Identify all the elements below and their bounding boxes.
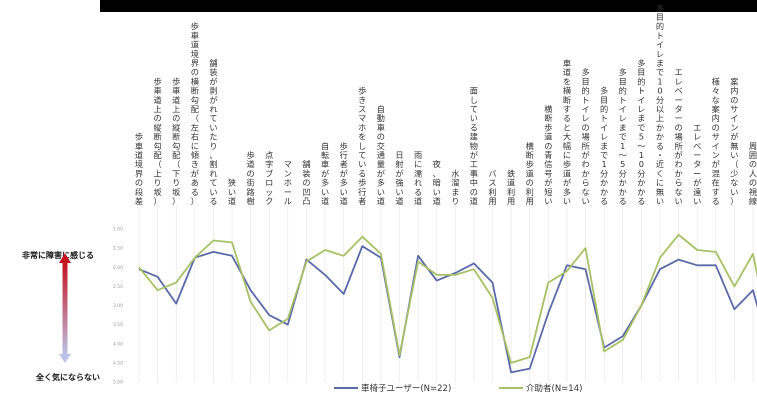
category-label-2: 歩車道上の縦断勾配（下り坂）: [172, 76, 180, 206]
category-label-3: 歩車道境界の横断勾配（左右に傾きがある）: [191, 21, 199, 206]
y-tick-label: 1.50: [113, 246, 123, 252]
category-label-31: 様々な案内のサインが混在する: [712, 76, 720, 206]
category-label-30: エレベーターが遠い: [693, 122, 701, 206]
side-label-top: 非常に障害に感じる: [22, 250, 94, 260]
category-label-0: 歩車道境界の段差: [135, 132, 143, 206]
category-label-21: 横断歩道の利用: [526, 141, 534, 206]
series-line-0: [138, 245, 757, 374]
category-label-27: 多目的トイレまで 5 〜 1 0 分かかる: [637, 58, 645, 206]
legend: 車椅子ユーザー(N=22) 介助者(N=14): [334, 383, 582, 394]
category-label-11: 歩行者が多い道: [340, 141, 348, 206]
y-tick-label: 4.00: [113, 341, 123, 347]
y-tick-label: 5.00: [113, 380, 123, 386]
y-tick-label: 3.00: [113, 303, 123, 309]
category-label-9: 舗装の凹凸: [302, 159, 310, 206]
series-lines: [138, 233, 757, 374]
y-tick-label: 2.50: [113, 284, 123, 290]
side-label-bottom: 全く気にならない: [35, 372, 100, 382]
category-label-20: 鉄道利用: [507, 168, 515, 206]
y-tick-label: 4.50: [113, 360, 123, 366]
top-black-bar: [100, 0, 757, 12]
series-line-1: [138, 233, 757, 364]
category-label-29: エレベーターの場所がわからない: [674, 67, 682, 206]
category-labels: 歩車道境界の段差 歩車道上の縦断勾配（上り坂） 歩車道上の縦断勾配（下り坂） 歩車道境…: [135, 3, 757, 206]
category-label-15: 雨に濡れる道: [414, 150, 422, 206]
category-label-7: 点字ブロック: [265, 150, 273, 206]
category-label-12: 歩きスマホをしている歩行者: [358, 86, 366, 206]
legend-label-wheelchair: 車椅子ユーザー(N=22): [361, 383, 451, 394]
category-label-16: 夜、暗い道: [433, 159, 441, 206]
category-label-10: 自転車が多い道: [321, 141, 329, 206]
category-label-26: 多目的トイレまで 1 〜 5 分かかる: [619, 67, 627, 206]
category-label-28: 多目的トイレまで 1 0 分以上かかる・近くに無い: [656, 3, 664, 206]
category-label-19: バス利用: [488, 168, 496, 206]
category-label-25: 多目的トイレまで 1 分かかる: [600, 86, 608, 206]
category-label-22: 横断歩道の青信号が短い: [544, 104, 552, 206]
y-tick-label: 3.50: [113, 322, 123, 328]
category-label-5: 狭い道: [228, 178, 236, 206]
category-label-32: 案内のサインが無い（少ない）: [730, 76, 738, 206]
category-label-8: マンホール: [284, 159, 292, 206]
legend-label-caregiver: 介助者(N=14): [526, 383, 582, 394]
y-tick-label: 1.00: [113, 227, 123, 233]
scale-arrow: [59, 253, 71, 363]
category-label-13: 自動車の交通量が多い道: [377, 104, 385, 206]
category-bands: [138, 205, 754, 382]
category-label-18: 面している建物が工事中の道: [470, 86, 478, 206]
category-label-33: 周囲の人の視線: [749, 141, 757, 206]
category-label-17: 水溜まり: [451, 168, 459, 206]
category-label-23: 車道を横断すると大幅に歩道が多い: [563, 58, 571, 206]
y-tick-label: 2.00: [113, 265, 123, 271]
category-label-6: 歩道の街路樹: [247, 150, 255, 206]
category-label-1: 歩車道上の縦断勾配（上り坂）: [154, 76, 162, 206]
category-label-14: 日射が強い道: [395, 150, 403, 206]
y-axis-ticks: 1.00 1.50 2.00 2.50 3.00 3.50 4.00 4.50 5.00: [113, 227, 123, 386]
category-label-24: 多目的トイレの場所がわからない: [581, 67, 589, 206]
category-label-4: 舗装が剥がれていたり、割れている: [209, 58, 217, 206]
